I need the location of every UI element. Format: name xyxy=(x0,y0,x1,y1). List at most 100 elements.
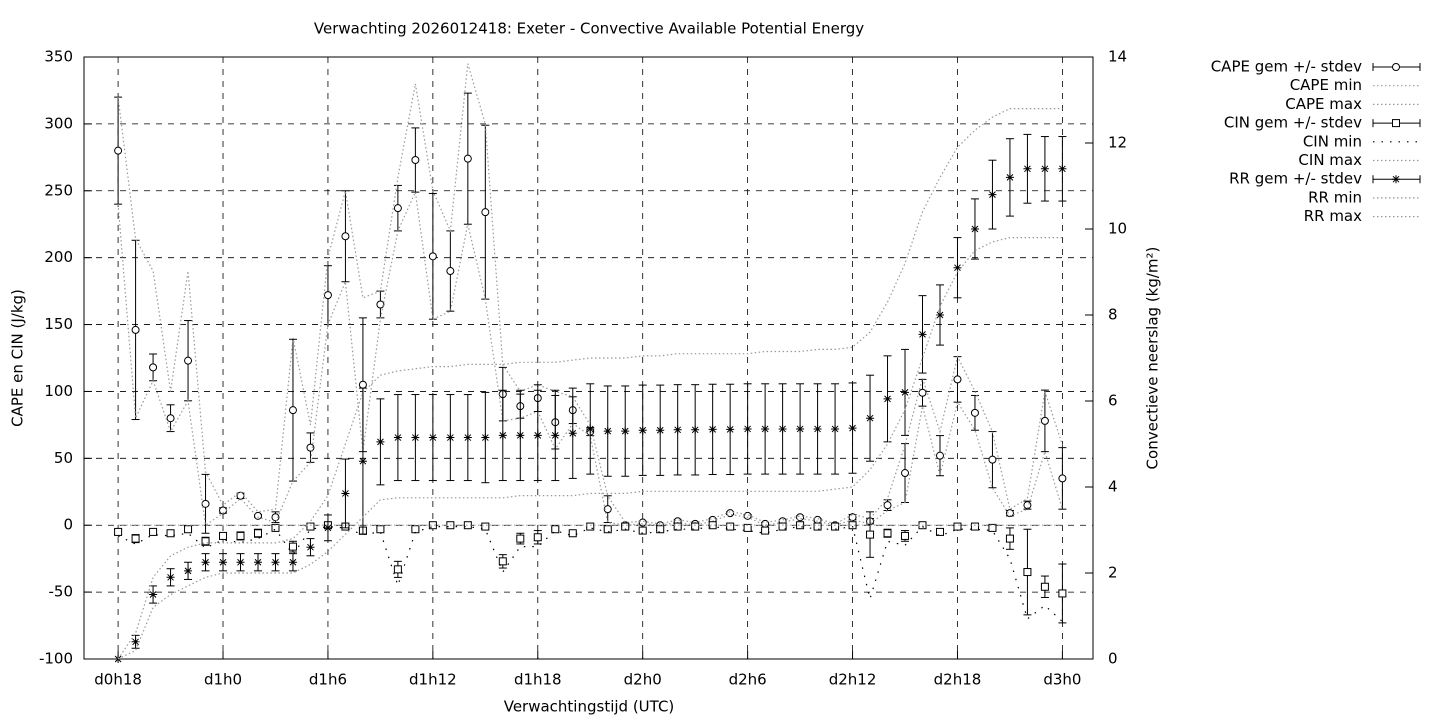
marker xyxy=(621,522,630,531)
y-tick-label: 300 xyxy=(44,114,73,132)
x-tick-label: d2h12 xyxy=(829,671,877,689)
marker xyxy=(883,501,892,510)
marker xyxy=(778,424,787,433)
marker xyxy=(953,522,962,531)
marker xyxy=(131,637,140,646)
marker xyxy=(901,531,910,540)
marker xyxy=(970,408,979,417)
marker xyxy=(848,521,857,530)
y2-tick-label: 6 xyxy=(1108,392,1118,410)
marker xyxy=(516,431,525,440)
marker xyxy=(201,537,210,546)
legend-label: CAPE min xyxy=(1290,76,1362,94)
marker xyxy=(743,424,752,433)
marker xyxy=(1005,509,1014,518)
marker xyxy=(603,525,612,534)
marker xyxy=(726,425,735,434)
chart-title: Verwachting 2026012418: Exeter - Convect… xyxy=(314,20,864,38)
marker xyxy=(656,426,665,435)
y2-tick-label: 14 xyxy=(1108,48,1127,66)
marker xyxy=(393,433,402,442)
marker xyxy=(935,311,944,319)
legend-label: CIN gem +/- stdev xyxy=(1224,114,1362,132)
x-tick-label: d1h0 xyxy=(204,671,242,689)
marker xyxy=(761,526,770,535)
marker xyxy=(988,455,997,464)
marker xyxy=(691,425,700,434)
marker xyxy=(1005,173,1014,182)
marker xyxy=(114,146,123,155)
y2-tick-label: 12 xyxy=(1108,134,1127,152)
legend-label: CIN min xyxy=(1303,132,1362,150)
marker xyxy=(288,542,297,551)
x-tick-label: d1h6 xyxy=(309,671,347,689)
marker xyxy=(918,330,927,339)
legend-marker xyxy=(1392,119,1400,128)
marker xyxy=(184,566,193,575)
plot-border xyxy=(83,56,1094,660)
marker xyxy=(761,424,770,433)
marker xyxy=(393,565,402,574)
marker xyxy=(253,511,262,520)
marker xyxy=(463,154,472,163)
y-tick-label: 50 xyxy=(54,449,73,467)
marker xyxy=(358,457,367,466)
legend-label: CIN max xyxy=(1298,151,1362,169)
marker xyxy=(411,156,420,165)
marker xyxy=(778,522,787,531)
marker xyxy=(114,527,123,536)
y-axis-label: CAPE en CIN (J/kg) xyxy=(9,289,27,427)
y-tick-label: 0 xyxy=(63,516,73,534)
marker xyxy=(323,291,332,300)
marker xyxy=(883,529,892,538)
marker xyxy=(393,204,402,213)
marker xyxy=(306,443,315,452)
marker xyxy=(656,525,665,534)
x-tick-label: d2h0 xyxy=(624,671,662,689)
marker xyxy=(813,522,822,531)
marker xyxy=(1040,582,1049,591)
marker xyxy=(219,531,228,540)
marker xyxy=(306,522,315,531)
marker xyxy=(149,590,158,599)
marker xyxy=(568,429,577,438)
marker xyxy=(323,523,332,532)
marker xyxy=(428,521,437,530)
marker xyxy=(236,558,245,567)
y2-tick-label: 2 xyxy=(1108,564,1118,582)
marker xyxy=(201,558,210,567)
range-line xyxy=(117,525,1063,622)
marker xyxy=(586,424,595,433)
marker xyxy=(481,433,490,442)
marker xyxy=(1023,568,1032,577)
y-tick-label: 200 xyxy=(44,248,73,266)
marker xyxy=(288,558,297,567)
x-axis-label: Verwachtingstijd (UTC) xyxy=(504,698,675,716)
marker xyxy=(219,558,228,567)
marker xyxy=(358,380,367,389)
marker xyxy=(935,451,944,460)
marker xyxy=(866,530,875,539)
marker xyxy=(498,557,507,566)
marker xyxy=(970,522,979,531)
marker xyxy=(446,433,455,442)
legend-marker xyxy=(1392,175,1400,184)
marker xyxy=(166,573,175,582)
y-tick-label: 350 xyxy=(44,48,73,66)
marker xyxy=(428,252,437,261)
marker xyxy=(866,414,875,423)
marker xyxy=(1023,164,1032,173)
marker xyxy=(551,431,560,440)
marker xyxy=(376,437,385,446)
marker xyxy=(568,529,577,538)
marker xyxy=(953,263,962,272)
marker xyxy=(708,521,717,530)
marker xyxy=(603,505,612,514)
marker xyxy=(131,534,140,543)
y2-axis-label: Convectieve neerslag (kg/m²) xyxy=(1144,247,1162,470)
legend-marker xyxy=(1392,63,1400,71)
marker xyxy=(726,522,735,531)
marker xyxy=(953,375,962,384)
marker xyxy=(481,208,490,217)
